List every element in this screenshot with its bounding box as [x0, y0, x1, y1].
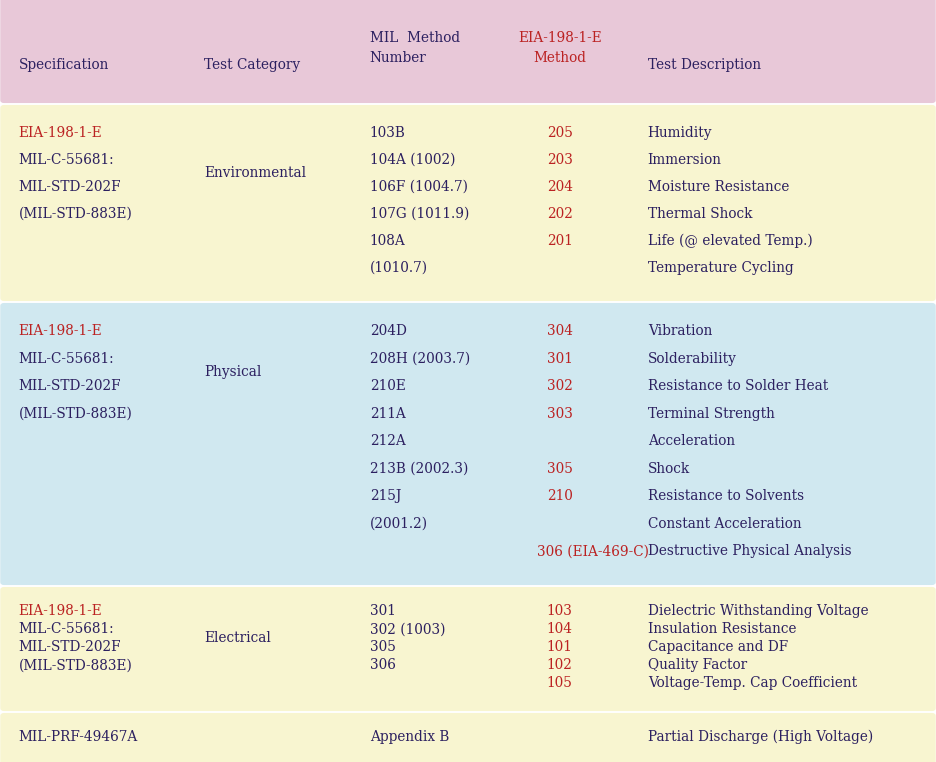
Text: 303: 303 — [547, 407, 573, 421]
FancyBboxPatch shape — [0, 303, 936, 585]
Text: EIA-198-1-E: EIA-198-1-E — [19, 126, 102, 139]
FancyBboxPatch shape — [0, 105, 936, 301]
Text: 215J: 215J — [370, 489, 402, 504]
Text: 103B: 103B — [370, 126, 405, 139]
Text: Test Description: Test Description — [648, 58, 761, 72]
Text: 102: 102 — [547, 658, 573, 672]
Text: 104: 104 — [547, 623, 573, 636]
FancyBboxPatch shape — [0, 587, 936, 711]
Text: Quality Factor: Quality Factor — [648, 658, 747, 672]
Text: Humidity: Humidity — [648, 126, 712, 139]
Text: Temperature Cycling: Temperature Cycling — [648, 261, 794, 275]
Text: Specification: Specification — [19, 58, 110, 72]
Text: 306: 306 — [370, 658, 396, 672]
Text: Vibration: Vibration — [648, 324, 712, 338]
Text: Immersion: Immersion — [648, 153, 722, 167]
Text: Resistance to Solvents: Resistance to Solvents — [648, 489, 804, 504]
Text: 105: 105 — [547, 676, 573, 690]
Text: Thermal Shock: Thermal Shock — [648, 207, 753, 221]
Text: 302 (1003): 302 (1003) — [370, 623, 446, 636]
Text: Insulation Resistance: Insulation Resistance — [648, 623, 797, 636]
FancyBboxPatch shape — [0, 0, 936, 103]
Text: MIL-STD-202F: MIL-STD-202F — [19, 640, 122, 655]
Text: MIL-C-55681:: MIL-C-55681: — [19, 153, 114, 167]
Text: MIL-STD-202F: MIL-STD-202F — [19, 180, 122, 194]
Text: 210E: 210E — [370, 379, 405, 393]
Text: Electrical: Electrical — [204, 631, 271, 645]
Text: 204: 204 — [547, 180, 573, 194]
Text: 203: 203 — [547, 153, 573, 167]
Text: 208H (2003.7): 208H (2003.7) — [370, 351, 470, 366]
Text: Method: Method — [534, 51, 586, 65]
Text: 302: 302 — [547, 379, 573, 393]
Text: 210: 210 — [547, 489, 573, 504]
Text: Destructive Physical Analysis: Destructive Physical Analysis — [648, 545, 852, 559]
Text: 305: 305 — [547, 462, 573, 475]
Text: 106F (1004.7): 106F (1004.7) — [370, 180, 468, 194]
Text: MIL-C-55681:: MIL-C-55681: — [19, 351, 114, 366]
Text: 301: 301 — [370, 604, 396, 618]
Text: 202: 202 — [547, 207, 573, 221]
Text: 306 (EIA-469-C): 306 (EIA-469-C) — [536, 545, 649, 559]
Text: 211A: 211A — [370, 407, 405, 421]
Text: 104A (1002): 104A (1002) — [370, 153, 455, 167]
Text: Test Category: Test Category — [204, 58, 300, 72]
Text: (1010.7): (1010.7) — [370, 261, 428, 275]
Text: Environmental: Environmental — [204, 166, 306, 181]
Text: MIL-PRF-49467A: MIL-PRF-49467A — [19, 730, 138, 744]
Text: MIL  Method: MIL Method — [370, 31, 460, 45]
Text: Physical: Physical — [204, 365, 261, 379]
Text: 101: 101 — [547, 640, 573, 655]
Text: EIA-198-1-E: EIA-198-1-E — [19, 604, 102, 618]
Text: 212A: 212A — [370, 434, 405, 448]
Text: 108A: 108A — [370, 234, 405, 248]
Text: Dielectric Withstanding Voltage: Dielectric Withstanding Voltage — [648, 604, 869, 618]
Text: Voltage-Temp. Cap Coefficient: Voltage-Temp. Cap Coefficient — [648, 676, 856, 690]
Text: (MIL-STD-883E): (MIL-STD-883E) — [19, 658, 133, 672]
Text: Appendix B: Appendix B — [370, 730, 449, 744]
Text: 201: 201 — [547, 234, 573, 248]
Text: Partial Discharge (High Voltage): Partial Discharge (High Voltage) — [648, 730, 873, 744]
Text: Capacitance and DF: Capacitance and DF — [648, 640, 788, 655]
Text: 213B (2002.3): 213B (2002.3) — [370, 462, 468, 475]
Text: MIL-STD-202F: MIL-STD-202F — [19, 379, 122, 393]
Text: Constant Acceleration: Constant Acceleration — [648, 517, 801, 531]
Text: (MIL-STD-883E): (MIL-STD-883E) — [19, 207, 133, 221]
Text: Number: Number — [370, 51, 427, 65]
Text: 205: 205 — [547, 126, 573, 139]
Text: Moisture Resistance: Moisture Resistance — [648, 180, 789, 194]
Text: EIA-198-1-E: EIA-198-1-E — [518, 31, 602, 45]
Text: 103: 103 — [547, 604, 573, 618]
Text: (MIL-STD-883E): (MIL-STD-883E) — [19, 407, 133, 421]
Text: 301: 301 — [547, 351, 573, 366]
FancyBboxPatch shape — [0, 713, 936, 762]
Text: 204D: 204D — [370, 324, 406, 338]
Text: Life (@ elevated Temp.): Life (@ elevated Temp.) — [648, 234, 812, 248]
Text: 305: 305 — [370, 640, 396, 655]
Text: Shock: Shock — [648, 462, 690, 475]
Text: Resistance to Solder Heat: Resistance to Solder Heat — [648, 379, 828, 393]
Text: Terminal Strength: Terminal Strength — [648, 407, 775, 421]
Text: EIA-198-1-E: EIA-198-1-E — [19, 324, 102, 338]
Text: Solderability: Solderability — [648, 351, 737, 366]
Text: (2001.2): (2001.2) — [370, 517, 428, 531]
Text: 304: 304 — [547, 324, 573, 338]
Text: Acceleration: Acceleration — [648, 434, 735, 448]
Text: MIL-C-55681:: MIL-C-55681: — [19, 623, 114, 636]
Text: 107G (1011.9): 107G (1011.9) — [370, 207, 469, 221]
